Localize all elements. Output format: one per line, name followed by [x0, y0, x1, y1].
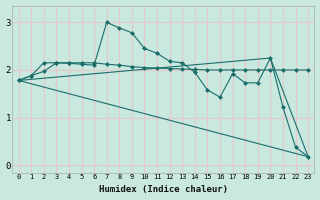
X-axis label: Humidex (Indice chaleur): Humidex (Indice chaleur)	[99, 185, 228, 194]
